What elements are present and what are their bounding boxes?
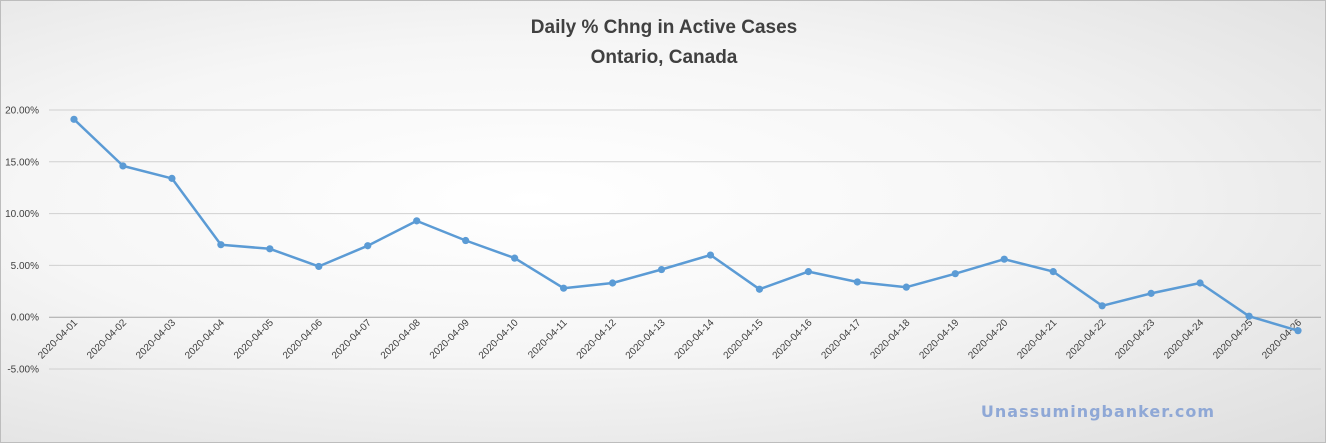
data-point bbox=[706, 251, 715, 259]
x-tick-label: 2020-04-01 bbox=[36, 317, 80, 361]
data-point bbox=[1147, 289, 1155, 297]
x-tick-label: 2020-04-20 bbox=[966, 317, 1010, 361]
chart-subtitle: Ontario, Canada bbox=[591, 47, 738, 68]
y-tick-label: 0.00% bbox=[11, 313, 39, 324]
x-tick-label: 2020-04-25 bbox=[1211, 317, 1255, 361]
data-point bbox=[951, 270, 959, 278]
data-point bbox=[168, 174, 176, 182]
x-tick-label: 2020-04-26 bbox=[1260, 317, 1304, 361]
data-point bbox=[266, 245, 274, 253]
data-point bbox=[560, 284, 568, 292]
x-tick-label: 2020-04-13 bbox=[624, 317, 668, 361]
data-point bbox=[511, 254, 519, 262]
x-tick-label: 2020-04-12 bbox=[575, 317, 619, 361]
y-axis-ticks: 20.00% 15.00% 10.00% 5.00% 0.00% -5.00% bbox=[5, 106, 39, 376]
data-point bbox=[608, 279, 617, 287]
x-tick-label: 2020-04-16 bbox=[771, 317, 815, 361]
watermark-text: Unassumingbanker.com bbox=[981, 402, 1215, 421]
x-tick-label: 2020-04-04 bbox=[183, 317, 227, 361]
series-active-cases-change bbox=[70, 115, 1302, 335]
data-point bbox=[364, 242, 372, 250]
data-point bbox=[1196, 279, 1204, 287]
data-point bbox=[315, 262, 323, 271]
x-tick-label: 2020-04-23 bbox=[1113, 317, 1157, 361]
y-tick-label: -5.00% bbox=[7, 365, 39, 376]
x-tick-label: 2020-04-02 bbox=[85, 317, 129, 361]
x-tick-label: 2020-04-19 bbox=[917, 317, 961, 361]
x-tick-label: 2020-04-14 bbox=[673, 317, 717, 361]
x-tick-label: 2020-04-22 bbox=[1064, 317, 1108, 361]
data-point bbox=[853, 278, 861, 286]
x-tick-label: 2020-04-18 bbox=[868, 317, 912, 361]
data-point bbox=[657, 265, 666, 274]
x-tick-label: 2020-04-09 bbox=[428, 317, 472, 361]
data-point bbox=[804, 268, 813, 276]
x-tick-label: 2020-04-07 bbox=[330, 317, 374, 361]
data-point bbox=[1098, 302, 1106, 310]
x-tick-label: 2020-04-03 bbox=[134, 317, 178, 361]
x-tick-label: 2020-04-10 bbox=[477, 317, 521, 361]
data-point bbox=[1294, 327, 1302, 335]
x-tick-label: 2020-04-21 bbox=[1015, 317, 1059, 361]
data-point bbox=[902, 283, 910, 291]
data-point bbox=[1000, 255, 1008, 263]
x-tick-label: 2020-04-15 bbox=[722, 317, 766, 361]
x-tick-label: 2020-04-08 bbox=[379, 317, 423, 361]
x-tick-label: 2020-04-17 bbox=[820, 317, 864, 361]
data-point bbox=[462, 236, 470, 245]
x-tick-label: 2020-04-11 bbox=[526, 317, 570, 361]
data-point bbox=[119, 162, 127, 170]
chart-title: Daily % Chng in Active Cases bbox=[531, 17, 797, 38]
x-tick-label: 2020-04-24 bbox=[1162, 317, 1206, 361]
y-tick-label: 10.00% bbox=[5, 209, 39, 220]
data-point bbox=[755, 285, 764, 293]
data-point bbox=[1245, 312, 1253, 320]
y-tick-label: 5.00% bbox=[11, 261, 39, 272]
x-tick-label: 2020-04-05 bbox=[232, 317, 276, 361]
gridlines bbox=[49, 109, 1321, 370]
series-line bbox=[72, 118, 1300, 332]
x-tick-label: 2020-04-06 bbox=[281, 317, 325, 361]
y-tick-label: 20.00% bbox=[5, 106, 39, 117]
data-point bbox=[217, 241, 225, 249]
data-point bbox=[413, 217, 421, 225]
y-tick-label: 15.00% bbox=[5, 157, 39, 168]
x-axis-ticks: 2020-04-01 2020-04-02 2020-04-03 2020-04-04… bbox=[36, 317, 1304, 361]
data-point bbox=[1049, 268, 1057, 276]
data-point bbox=[70, 115, 78, 123]
